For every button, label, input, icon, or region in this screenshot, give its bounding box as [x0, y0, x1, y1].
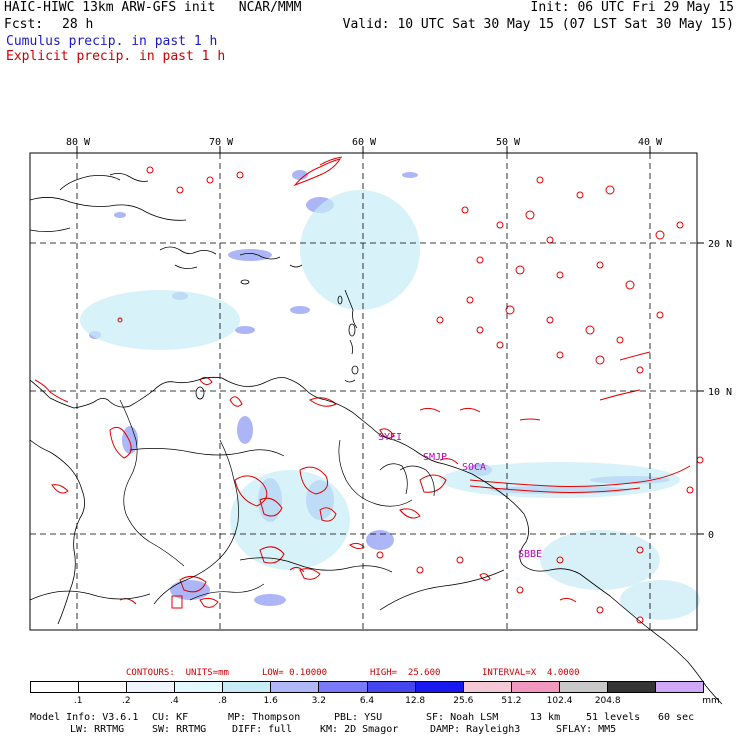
colorbar-tick-label: .8: [218, 696, 227, 706]
lon-label-70w: 70 W: [209, 137, 234, 148]
lat-label-0: 0: [708, 530, 714, 541]
colorbar-swatch: [174, 682, 223, 692]
colorbar-tick-label: 204.8: [594, 696, 621, 706]
colorbar-tick-label: .1: [73, 696, 83, 706]
footer-timestep: 60 sec: [658, 712, 695, 723]
contour-low: LOW= 0.10000: [262, 668, 328, 678]
colorbar-tick-label: 6.4: [359, 696, 375, 706]
colorbar-tick-label: 25.6: [453, 696, 474, 706]
station-label-smjp: SMJP: [423, 452, 447, 463]
colorbar-swatch: [462, 682, 511, 692]
colorbar-tick-label: .4: [170, 696, 179, 706]
contour-high: HIGH= 25.600: [370, 668, 441, 678]
valid-time: Valid: 10 UTC Sat 30 May 15 (07 LST Sat …: [342, 17, 734, 32]
footer-res: 13 km: [530, 712, 561, 723]
colorbar-tick-label: 102.4: [546, 696, 573, 706]
lat-label-20n: 20 N: [708, 239, 732, 250]
colorbar-swatch: [222, 682, 271, 692]
colorbar-tick-label: .2: [121, 696, 131, 706]
colorbar-swatch: [366, 682, 415, 692]
footer-sf: SF: Noah LSM: [426, 712, 499, 723]
forecast-hours: 28 h: [62, 17, 94, 32]
lat-lon-grid: [30, 153, 697, 630]
footer-km: KM: 2D Smagor: [320, 724, 399, 735]
colorbar-swatch: [510, 682, 559, 692]
lat-label-10n: 10 N: [708, 387, 732, 398]
station-label-soca: SOCA: [462, 462, 486, 473]
colorbar-tick-label: 1.6: [263, 696, 278, 706]
islands: [195, 279, 359, 400]
station-label-sbbe: SBBE: [518, 549, 542, 560]
footer-lw: LW: RRTMG: [70, 724, 125, 735]
colorbar-units: mm: [702, 696, 720, 706]
contour-units: CONTOURS: UNITS=mm: [126, 668, 229, 678]
scattered-red-cells: [117, 166, 704, 624]
colorbar-swatch: [31, 682, 79, 692]
plot-title: HAIC-HIWC 13km ARW-GFS init NCAR/MMM: [4, 0, 302, 15]
colorbar-swatch: [78, 682, 127, 692]
colorbar-tick-label: 12.8: [405, 696, 426, 706]
footer-mp: MP: Thompson: [228, 712, 301, 723]
forecast-label: Fcst:: [4, 17, 44, 32]
footer-levels: 51 levels: [586, 712, 641, 723]
footer-diff: DIFF: full: [232, 724, 293, 735]
contour-interval: INTERVAL=X 4.0000: [482, 668, 580, 678]
footer-sw: SW: RRTMG: [152, 724, 207, 735]
colorbar-swatch: [606, 682, 656, 692]
lon-label-60w: 60 W: [352, 137, 377, 148]
country-borders: [29, 399, 505, 611]
lon-label-50w: 50 W: [496, 137, 521, 148]
legend-explicit: Explicit precip. in past 1 h: [6, 49, 226, 64]
colorbar-swatch: [318, 682, 367, 692]
init-time: Init: 06 UTC Fri 29 May 15: [530, 0, 735, 15]
colorbar: [30, 681, 704, 693]
footer-pbl: PBL: YSU: [334, 712, 383, 723]
light-precip-shading: [80, 190, 700, 620]
footer-model-info: Model Info: V3.6.1: [30, 712, 139, 723]
legend-cumulus: Cumulus precip. in past 1 h: [6, 34, 218, 49]
footer-damp: DAMP: Rayleigh3: [430, 724, 521, 735]
colorbar-swatch: [558, 682, 607, 692]
footer-cu: CU: KF: [152, 712, 189, 723]
colorbar-swatch: [414, 682, 463, 692]
colorbar-tick-label: 51.2: [501, 696, 522, 706]
coastlines: [29, 173, 723, 705]
station-label-syei: SYEI: [378, 432, 402, 443]
station-marker: [171, 595, 183, 609]
colorbar-swatch: [270, 682, 319, 692]
lon-label-40w: 40 W: [638, 137, 663, 148]
footer-sflay: SFLAY: MM5: [556, 724, 617, 735]
lon-label-80w: 80 W: [66, 137, 91, 148]
colorbar-swatch: [655, 682, 704, 692]
colorbar-swatch: [126, 682, 175, 692]
colorbar-tick-label: 3.2: [311, 696, 327, 706]
